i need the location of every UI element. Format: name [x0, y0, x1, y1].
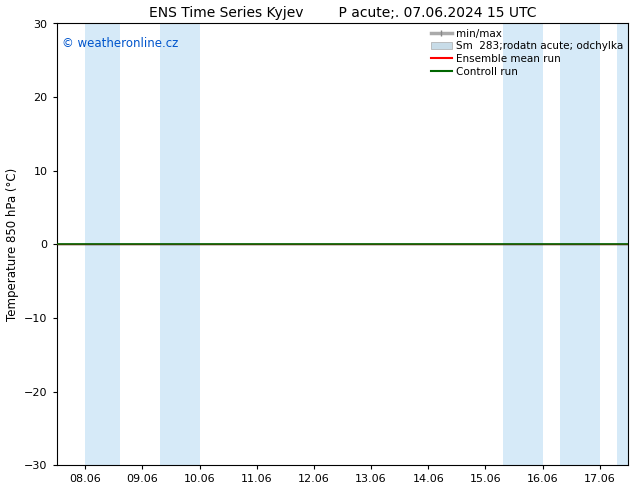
- Legend: min/max, Sm  283;rodatn acute; odchylka, Ensemble mean run, Controll run: min/max, Sm 283;rodatn acute; odchylka, …: [429, 26, 625, 78]
- Text: © weatheronline.cz: © weatheronline.cz: [62, 37, 179, 50]
- Bar: [160, 24, 200, 465]
- Bar: [560, 24, 600, 465]
- Y-axis label: Temperature 850 hPa (°C): Temperature 850 hPa (°C): [6, 168, 18, 321]
- Bar: [617, 24, 634, 465]
- Bar: [503, 24, 543, 465]
- Title: ENS Time Series Kyjev        P acute;. 07.06.2024 15 UTC: ENS Time Series Kyjev P acute;. 07.06.20…: [149, 5, 536, 20]
- Bar: [85, 24, 120, 465]
